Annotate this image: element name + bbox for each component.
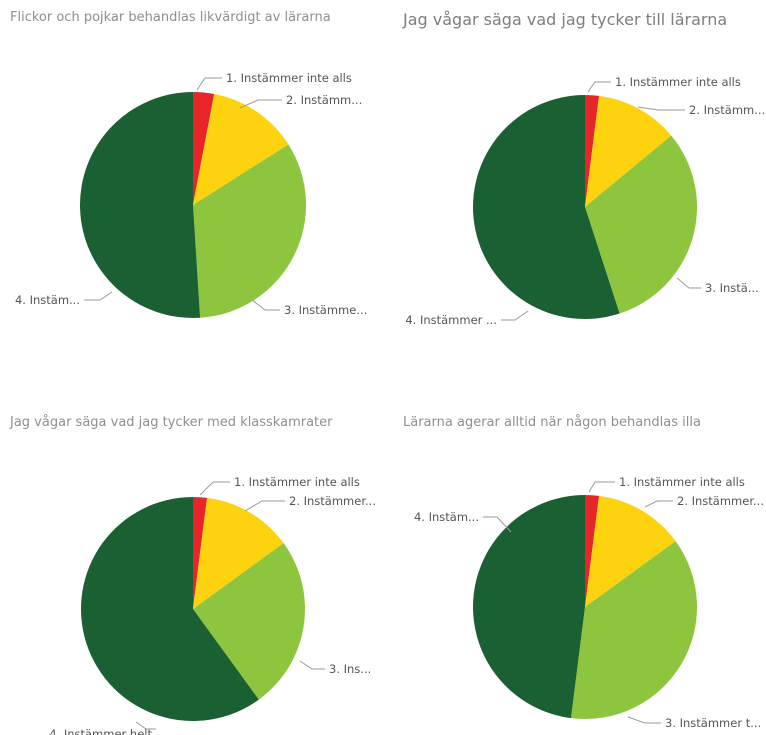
slice-label-3: 3. Ins... <box>329 662 371 676</box>
label-leader-line <box>588 481 615 493</box>
pie-slice-4[interactable] <box>472 495 585 719</box>
slice-label-1: 1. Instämmer inte alls <box>226 71 352 85</box>
slice-label-4: 4. Instäm... <box>15 293 80 307</box>
label-leader-line <box>587 81 611 93</box>
pie-chart: 1. Instämmer inte alls 2. Instämmer... 3. … <box>414 475 764 730</box>
pie-slice-2[interactable] <box>585 495 676 607</box>
slice-label-2: 2. Instämmer... <box>677 494 764 508</box>
label-leader-line <box>239 99 282 109</box>
chart-title: Jag vågar säga vad jag tycker till lärar… <box>403 10 728 29</box>
pie-slice-3[interactable] <box>193 543 305 700</box>
chart-title: Flickor och pojkar behandlas likvärdigt … <box>10 10 331 25</box>
label-leader-line <box>84 291 113 301</box>
pie-chart: 1. Instämmer inte alls 2. Instämm... 3. In… <box>405 75 765 327</box>
slice-label-2: 2. Instämmer... <box>289 494 376 508</box>
slice-label-4: 4. Instäm... <box>414 510 479 524</box>
slice-label-1: 1. Instämmer inte alls <box>234 475 360 489</box>
slice-label-4: 4. Instämmer helt <box>49 727 152 735</box>
pie-slice-3[interactable] <box>193 144 306 318</box>
pie-chart-panel-1: Flickor och pojkar behandlas likvärdigt … <box>0 0 383 367</box>
slice-label-3: 3. Instä... <box>705 281 759 295</box>
pie-chart-panel-2: Jag vågar säga vad jag tycker till lärar… <box>383 0 766 367</box>
pie-slice-3[interactable] <box>570 541 697 719</box>
slice-label-2: 2. Instämm... <box>286 93 362 107</box>
pie-chart-panel-3: Jag vågar säga vad jag tycker med klassk… <box>0 367 383 735</box>
pie-slice-1[interactable] <box>585 95 600 207</box>
label-leader-line <box>483 516 512 533</box>
pie-chart: 1. Instämmer inte alls 2. Instämmer... 3. … <box>49 475 376 735</box>
label-leader-line <box>644 500 673 508</box>
slice-label-2: 2. Instämm... <box>689 103 765 117</box>
pie-slice-4[interactable] <box>80 497 259 721</box>
pie-slice-2[interactable] <box>193 94 289 205</box>
label-leader-line <box>251 299 280 311</box>
chart-title: Jag vågar säga vad jag tycker med klassk… <box>10 415 333 430</box>
label-leader-line <box>199 481 230 496</box>
pie-slice-1[interactable] <box>193 497 208 609</box>
slice-label-1: 1. Instämmer inte alls <box>615 75 741 89</box>
chart-title: Lärarna agerar alltid när någon behandla… <box>403 415 701 430</box>
label-leader-line <box>196 77 222 91</box>
label-leader-line <box>299 660 325 670</box>
label-leader-line <box>676 277 701 289</box>
pie-slice-3[interactable] <box>585 135 697 314</box>
pie-chart-panel-4: Lärarna agerar alltid när någon behandla… <box>383 367 766 735</box>
pie-slice-1[interactable] <box>193 92 215 205</box>
label-leader-line <box>637 106 685 111</box>
label-leader-line <box>501 310 529 321</box>
pie-slice-4[interactable] <box>79 92 201 318</box>
slice-label-3: 3. Instämmer t... <box>665 716 761 730</box>
slice-label-3: 3. Instämme... <box>284 303 367 317</box>
label-leader-line <box>627 716 661 724</box>
pie-slice-2[interactable] <box>585 95 672 207</box>
pie-slice-1[interactable] <box>585 495 600 607</box>
label-leader-line <box>244 500 285 512</box>
label-leader-line <box>135 721 156 730</box>
pie-slice-2[interactable] <box>193 497 284 609</box>
slice-label-1: 1. Instämmer inte alls <box>619 475 745 489</box>
slice-label-4: 4. Instämmer ... <box>405 313 497 327</box>
pie-chart: 1. Instämmer inte alls 2. Instämm... 3. In… <box>15 71 367 318</box>
pie-slice-4[interactable] <box>473 95 620 319</box>
